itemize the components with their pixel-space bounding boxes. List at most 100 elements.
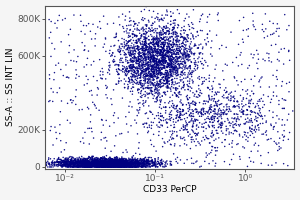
Point: [93, 160, 98, 164]
Point: [159, 48, 164, 51]
Point: [134, 162, 139, 165]
Point: [66, 159, 71, 163]
Point: [189, 157, 194, 160]
Point: [168, 160, 172, 163]
Point: [116, 67, 121, 70]
Point: [176, 56, 181, 60]
Point: [128, 58, 133, 62]
Point: [111, 164, 116, 167]
Point: [222, 89, 227, 92]
Point: [243, 122, 248, 125]
Point: [98, 161, 103, 164]
Point: [185, 33, 190, 36]
Point: [115, 160, 119, 163]
Point: [275, 149, 280, 152]
Point: [77, 108, 82, 111]
Point: [103, 147, 108, 150]
Point: [130, 165, 135, 169]
Point: [184, 43, 188, 46]
Point: [107, 125, 112, 128]
Point: [86, 165, 91, 169]
Point: [126, 161, 130, 164]
Point: [161, 62, 166, 65]
Point: [88, 161, 93, 165]
Point: [79, 164, 84, 167]
Point: [172, 71, 177, 74]
Point: [232, 112, 237, 116]
Point: [90, 163, 95, 166]
Point: [144, 47, 149, 51]
Point: [156, 44, 161, 47]
Point: [165, 69, 170, 73]
Point: [171, 66, 176, 70]
Point: [79, 165, 84, 169]
Point: [159, 34, 164, 37]
Point: [124, 164, 129, 167]
Point: [113, 165, 118, 169]
Point: [96, 162, 101, 166]
Point: [159, 60, 164, 63]
Point: [161, 66, 166, 69]
Point: [47, 73, 52, 76]
Point: [97, 20, 102, 23]
Point: [135, 74, 140, 78]
Point: [146, 61, 151, 64]
Point: [151, 55, 156, 58]
Point: [128, 49, 133, 52]
Point: [86, 165, 91, 168]
Point: [177, 90, 182, 93]
Point: [78, 162, 82, 165]
Point: [134, 165, 138, 169]
Point: [140, 162, 145, 165]
Point: [152, 160, 157, 164]
Point: [129, 78, 134, 81]
Point: [150, 29, 155, 32]
Point: [187, 45, 192, 48]
Point: [100, 165, 105, 169]
Point: [267, 59, 272, 62]
Point: [151, 41, 156, 44]
Point: [264, 121, 268, 124]
Point: [102, 161, 106, 164]
Point: [185, 83, 190, 86]
Point: [84, 162, 88, 165]
Point: [104, 161, 109, 164]
Point: [141, 61, 146, 64]
Point: [144, 159, 149, 163]
Point: [156, 67, 161, 70]
Point: [158, 103, 163, 106]
Point: [124, 162, 129, 166]
Point: [260, 133, 265, 136]
Point: [154, 50, 159, 54]
Point: [119, 42, 124, 46]
Point: [145, 74, 150, 77]
Point: [188, 37, 193, 41]
Point: [189, 138, 194, 141]
Point: [236, 117, 240, 120]
Point: [118, 161, 123, 164]
Point: [145, 160, 150, 163]
Point: [137, 48, 142, 51]
Point: [39, 159, 44, 162]
Point: [213, 68, 218, 71]
Point: [127, 162, 132, 166]
Point: [165, 41, 170, 44]
Point: [177, 67, 182, 70]
Point: [100, 159, 105, 163]
Point: [93, 162, 98, 165]
Point: [197, 20, 202, 23]
Point: [196, 111, 201, 114]
Point: [107, 69, 112, 72]
Point: [124, 159, 129, 162]
Point: [174, 47, 179, 51]
Point: [138, 59, 143, 63]
Point: [187, 121, 191, 124]
Point: [76, 163, 81, 166]
Point: [132, 81, 137, 84]
Point: [117, 161, 122, 165]
Point: [112, 158, 117, 162]
Point: [106, 164, 111, 167]
Point: [66, 164, 70, 168]
Point: [80, 163, 85, 166]
Point: [282, 123, 287, 127]
